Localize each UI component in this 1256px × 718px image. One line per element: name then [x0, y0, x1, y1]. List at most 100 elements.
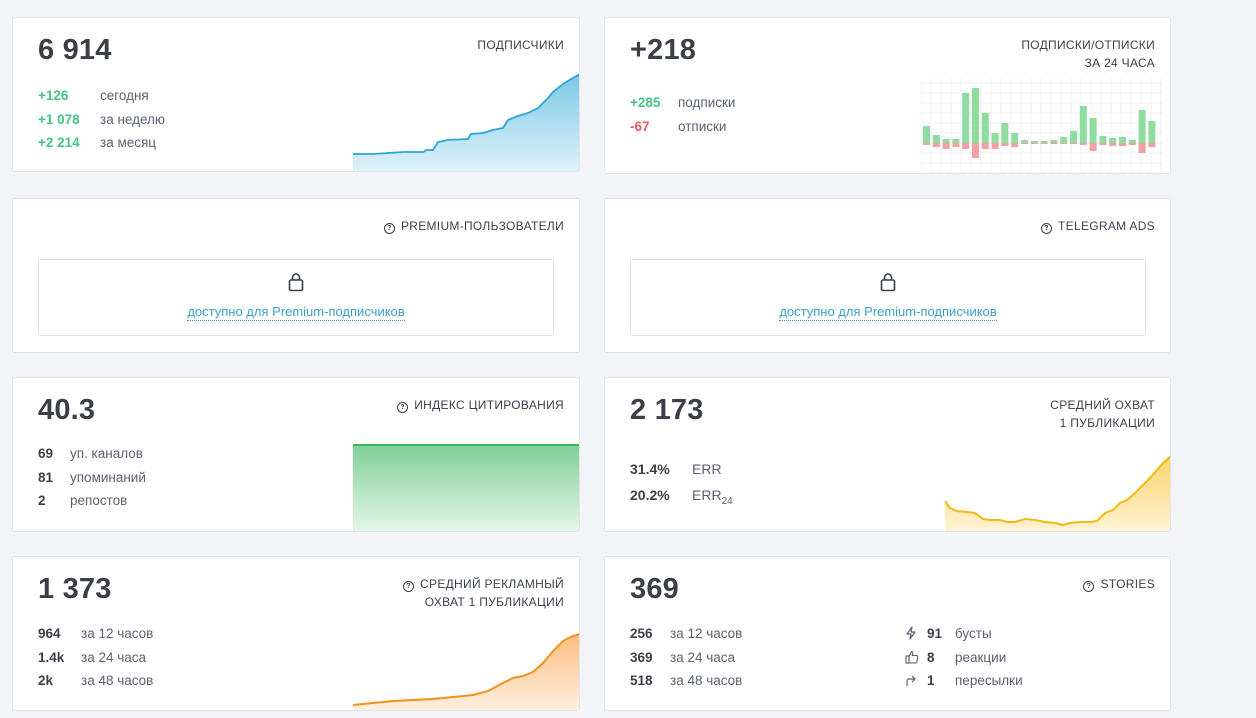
- unsubscribe-bar: [1070, 143, 1077, 144]
- stat-label: за 12 часов: [81, 626, 154, 641]
- stat-row: 518 за 48 часов: [630, 669, 742, 693]
- stat-label: упоминаний: [70, 469, 146, 485]
- reach-sparkline: [945, 455, 1170, 531]
- stories-title-text: STORIES: [1100, 577, 1155, 591]
- premium-unlock-link[interactable]: доступно для Premium-подписчиков: [187, 304, 405, 321]
- unsubscribe-bar: [942, 143, 950, 149]
- stat-label: за 48 часов: [670, 673, 743, 688]
- stat-row: 91 бусты: [905, 622, 1023, 646]
- help-icon[interactable]: ?: [397, 402, 409, 413]
- unsubscribe-bar: [923, 143, 930, 145]
- stories-stats: 256 за 12 часов 369 за 24 часа 518 за 48 ча…: [630, 622, 742, 693]
- premium-card[interactable]: ? PREMIUM-ПОЛЬЗОВАТЕЛИ доступно для Premi…: [12, 198, 580, 353]
- subscribe-bar: [1040, 141, 1048, 143]
- subscribers-card[interactable]: 6 914 ПОДПИСЧИКИ +126 сегодня +1 078 за не…: [12, 17, 580, 172]
- unsubscribe-bar: [991, 143, 999, 149]
- stat-row: 8 реакции: [905, 646, 1023, 670]
- unsubscribe-bar: [1099, 143, 1107, 145]
- adreach-title-line2: ОХВАТ 1 ПУБЛИКАЦИИ: [424, 595, 564, 609]
- subscribe-bar: [1001, 123, 1009, 143]
- subunsub-stats: +285 подписки -67 отписки: [630, 91, 735, 138]
- citation-title: ? ИНДЕКС ЦИТИРОВАНИЯ: [397, 396, 564, 414]
- unsubscribe-bar: [1089, 143, 1097, 151]
- premium-title-text: PREMIUM-ПОЛЬЗОВАТЕЛИ: [400, 219, 564, 233]
- help-icon[interactable]: ?: [383, 223, 395, 234]
- stories-value: 369: [630, 573, 679, 605]
- reach-card[interactable]: 2 173 СРЕДНИЙ ОХВАТ 1 ПУБЛИКАЦИИ 31.4% ER…: [604, 377, 1171, 532]
- unsubscribe-bar: [952, 143, 960, 147]
- subscribe-bar: [962, 93, 970, 143]
- help-icon[interactable]: ?: [1041, 223, 1053, 234]
- subscribe-bar: [991, 133, 999, 143]
- lock-icon: [288, 273, 304, 292]
- reach-stats: 31.4% ERR 20.2% ERR24: [630, 456, 733, 508]
- stat-value: 69: [38, 446, 54, 461]
- adreach-card[interactable]: 1 373 ? СРЕДНИЙ РЕКЛАМНЫЙ ОХВАТ 1 ПУБЛИКА…: [12, 556, 580, 711]
- citation-sparkline: [353, 444, 579, 531]
- ads-card[interactable]: ? TELEGRAM ADS доступно для Premium-подпи…: [604, 198, 1171, 353]
- subscribe-bar: [942, 139, 950, 143]
- reach-title-line2: 1 ПУБЛИКАЦИИ: [1059, 416, 1155, 430]
- stat-label: за 48 часов: [81, 673, 154, 688]
- unsubscribe-bar: [1138, 143, 1146, 153]
- subscribe-bar: [1021, 140, 1028, 143]
- err-row: 31.4% ERR: [630, 456, 733, 482]
- subunsub-bar-chart: [921, 78, 1163, 173]
- unsubscribe-bar: [962, 143, 970, 149]
- stat-value: 256: [630, 626, 653, 641]
- subunsub-title-line1: ПОДПИСКИ/ОТПИСКИ: [1021, 38, 1155, 52]
- help-icon[interactable]: ?: [1083, 581, 1095, 592]
- err-label: ERR: [692, 461, 722, 477]
- stat-value: 2: [38, 493, 46, 508]
- err-value: 31.4%: [630, 461, 670, 477]
- lock-icon: [880, 273, 896, 292]
- subscribe-bar: [981, 113, 989, 143]
- stories-card[interactable]: 369 ? STORIES 256 за 12 часов 369 за 24 час…: [604, 556, 1171, 711]
- premium-link-wrap: доступно для Premium-подписчиков: [39, 304, 553, 321]
- unsubscribe-bar: [932, 143, 940, 147]
- lightning-icon: [905, 624, 921, 648]
- stories-engagement: 91 бусты 8 реакции 1 пересылки: [905, 622, 1023, 693]
- adreach-title-line1-wrap: ? СРЕДНИЙ РЕКЛАМНЫЙ: [403, 575, 564, 593]
- avg-reach-value: 2 173: [630, 394, 704, 426]
- stat-label: бусты: [955, 626, 992, 641]
- stat-row: +126 сегодня: [38, 84, 165, 108]
- stat-value: 518: [630, 673, 653, 688]
- adreach-stats: 964 за 12 часов 1.4k за 24 часа 2k за 48 ча…: [38, 622, 153, 693]
- stat-row: 369 за 24 часа: [630, 646, 742, 670]
- unsubscribe-bar: [1030, 143, 1038, 144]
- subscribers-sparkline: [353, 73, 579, 171]
- citation-card[interactable]: 40.3 ? ИНДЕКС ЦИТИРОВАНИЯ 69 уп. каналов 8…: [12, 377, 580, 532]
- subscribe-bar: [1030, 141, 1038, 143]
- forward-arrow-icon: [905, 671, 921, 695]
- subscribe-bar: [1109, 138, 1117, 143]
- subscribe-bar: [1060, 137, 1068, 143]
- stat-row: 964 за 12 часов: [38, 622, 153, 646]
- stat-row: 1.4k за 24 часа: [38, 646, 153, 670]
- stat-label: за месяц: [100, 135, 157, 150]
- citation-stats: 69 уп. каналов 81 упоминаний 2 репостов: [38, 442, 146, 513]
- unsubscribe-bar: [1001, 143, 1009, 146]
- subscribe-bar: [1070, 131, 1077, 143]
- stat-value: 81: [38, 469, 54, 485]
- reach-title-line1: СРЕДНИЙ ОХВАТ: [1050, 398, 1155, 412]
- avg-ad-reach-value: 1 373: [38, 573, 112, 605]
- unsubscribe-bar: [1040, 143, 1048, 144]
- stat-value: +2 214: [38, 135, 80, 150]
- err24-label: ERR: [692, 487, 722, 503]
- subscribe-bar: [1128, 140, 1136, 143]
- unsubscribe-bar: [1060, 143, 1068, 144]
- ads-locked-box: доступно для Premium-подписчиков: [630, 259, 1146, 336]
- help-icon[interactable]: ?: [403, 581, 415, 592]
- unsubscribe-bar: [1128, 143, 1136, 145]
- subunsub-card[interactable]: +218 ПОДПИСКИ/ОТПИСКИ ЗА 24 ЧАСА +285 под…: [604, 17, 1171, 174]
- ads-unlock-link[interactable]: доступно для Premium-подписчиков: [779, 304, 997, 321]
- stat-row: 256 за 12 часов: [630, 622, 742, 646]
- stat-value: 964: [38, 626, 61, 641]
- stat-label: репостов: [70, 493, 128, 508]
- err24-row: 20.2% ERR24: [630, 482, 733, 508]
- adreach-title-line1: СРЕДНИЙ РЕКЛАМНЫЙ: [420, 577, 564, 591]
- stat-row: -67 отписки: [630, 115, 735, 139]
- premium-locked-box: доступно для Premium-подписчиков: [38, 259, 554, 336]
- err24-subscript: 24: [721, 495, 733, 507]
